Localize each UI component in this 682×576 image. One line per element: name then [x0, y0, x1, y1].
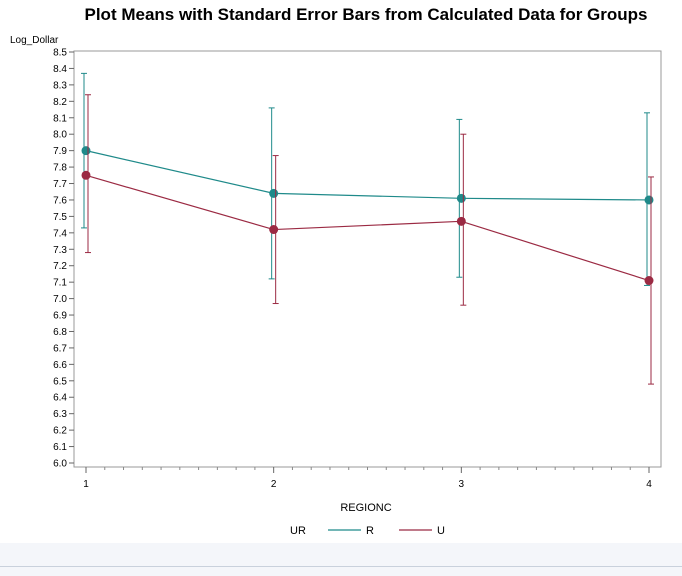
y-tick-label: 6.3: [53, 409, 67, 420]
y-tick-label: 6.4: [53, 393, 67, 404]
y-tick-label: 6.9: [53, 311, 67, 322]
y-tick-label: 7.0: [53, 294, 67, 305]
series-line: [85, 150, 650, 201]
y-tick-label: 8.1: [53, 113, 67, 124]
y-tick-label: 6.6: [53, 360, 67, 371]
means-plot: Plot Means with Standard Error Bars from…: [10, 5, 662, 537]
y-tick-label: 7.9: [53, 146, 67, 157]
series-U: [81, 94, 654, 385]
y-tick-label: 7.6: [53, 195, 67, 206]
x-axis-label: REGIONC: [340, 502, 391, 514]
y-tick-label: 7.8: [53, 163, 67, 174]
y-tick-label: 6.2: [53, 426, 67, 437]
data-point: [456, 193, 466, 203]
x-tick-label: 4: [646, 479, 652, 490]
y-tick-label: 7.1: [53, 278, 67, 289]
y-tick-label: 7.2: [53, 261, 67, 272]
data-point: [644, 276, 654, 286]
y-tick-label: 6.0: [53, 459, 67, 470]
data-point: [269, 225, 279, 235]
legend-title: UR: [290, 525, 306, 537]
y-tick-label: 7.7: [53, 179, 67, 190]
data-point: [81, 170, 91, 180]
series-line: [85, 174, 650, 282]
y-tick-label: 8.2: [53, 97, 67, 108]
chart-title: Plot Means with Standard Error Bars from…: [85, 5, 648, 24]
y-tick-label: 6.1: [53, 442, 67, 453]
data-point: [644, 195, 654, 205]
legend-entry-label: R: [366, 525, 374, 537]
data-point: [456, 216, 466, 226]
y-tick-label: 8.0: [53, 130, 67, 141]
y-tick-label: 7.3: [53, 245, 67, 256]
y-tick-label: 8.4: [53, 64, 67, 75]
y-axis-label: Log_Dollar: [10, 35, 59, 46]
y-tick-label: 7.4: [53, 228, 67, 239]
y-tick-label: 8.3: [53, 80, 67, 91]
x-tick-label: 1: [83, 479, 89, 490]
legend: UR R U: [290, 525, 445, 537]
y-tick-label: 6.8: [53, 327, 67, 338]
data-point: [269, 188, 279, 198]
x-axis: 1 2 3 4: [83, 467, 652, 490]
y-tick-label: 7.5: [53, 212, 67, 223]
y-tick-label: 8.5: [53, 48, 67, 59]
series-layer: [81, 72, 654, 385]
series-R: [81, 72, 654, 286]
chart-panel: Plot Means with Standard Error Bars from…: [0, 0, 682, 543]
bottom-divider: [0, 566, 682, 567]
y-tick-label: 6.5: [53, 376, 67, 387]
y-tick-label: 6.7: [53, 343, 67, 354]
x-tick-label: 2: [271, 479, 277, 490]
data-point: [81, 146, 91, 156]
y-axis: 6.0 6.1 6.2 6.3 6.4 6.5 6.6 6.7 6.8 6.9 7.0 7.1 7.2 7…: [53, 48, 74, 470]
plot-frame: [73, 50, 662, 468]
legend-entry-label: U: [437, 525, 445, 537]
x-tick-label: 3: [459, 479, 465, 490]
